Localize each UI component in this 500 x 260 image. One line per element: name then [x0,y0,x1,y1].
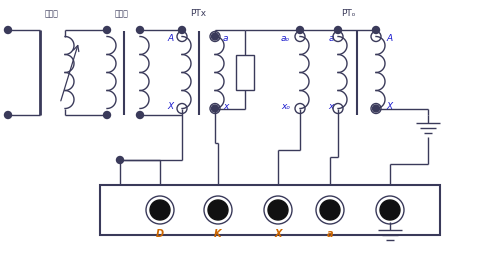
Text: A: A [386,34,392,43]
Text: 调压器: 调压器 [45,10,59,18]
Circle shape [380,200,400,220]
Circle shape [212,105,218,112]
Text: D: D [156,229,164,239]
Circle shape [320,200,340,220]
Circle shape [104,112,110,119]
Circle shape [136,27,143,34]
Text: a: a [328,34,334,43]
Text: xₒ: xₒ [281,102,290,111]
Circle shape [104,27,110,34]
Bar [236,55,254,90]
Bar [100,185,440,235]
Text: x: x [223,102,228,111]
Text: 升压器: 升压器 [115,10,129,18]
Text: PTx: PTx [190,10,206,18]
Circle shape [212,33,218,40]
Circle shape [178,27,186,34]
Text: a: a [223,34,228,43]
Text: a: a [326,229,334,239]
Text: PTₒ: PTₒ [341,10,355,18]
Circle shape [372,27,380,34]
Text: aₒ: aₒ [281,34,290,43]
Circle shape [136,112,143,119]
Circle shape [268,200,288,220]
Text: x: x [328,102,334,111]
Circle shape [296,27,304,34]
Circle shape [4,112,12,119]
Text: K: K [214,229,222,239]
Circle shape [150,200,170,220]
Text: X: X [274,229,282,239]
Circle shape [116,157,123,164]
Circle shape [334,27,342,34]
Text: X: X [386,102,392,111]
Circle shape [4,27,12,34]
Circle shape [372,105,380,112]
Text: X: X [168,102,174,111]
Circle shape [208,200,228,220]
Text: A: A [168,34,174,43]
